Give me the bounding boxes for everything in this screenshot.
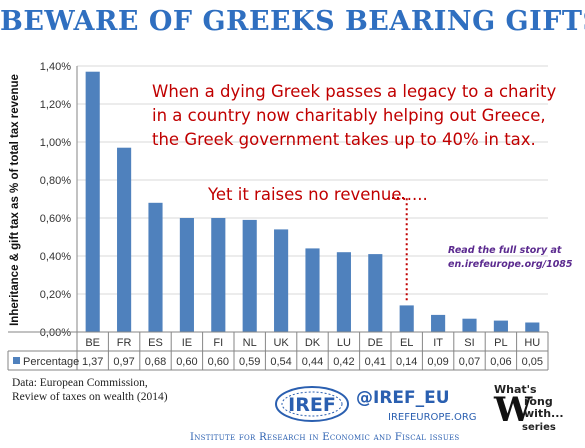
- legend-swatch: [13, 357, 20, 364]
- iref-logo-icon: IREF: [275, 386, 349, 422]
- website-link[interactable]: IREFEUROPE.ORG: [388, 412, 477, 423]
- x-tick-label: IE: [182, 337, 192, 349]
- badge-line: with...: [524, 407, 564, 420]
- x-tick-label: EL: [400, 337, 413, 349]
- y-tick-label: 0,80%: [40, 175, 71, 187]
- story-line: Read the full story at: [448, 245, 562, 256]
- x-tick-label: UK: [273, 337, 289, 349]
- bar: [493, 320, 508, 332]
- logo-text: IREF: [288, 394, 336, 416]
- data-label: 0,14: [396, 356, 417, 368]
- bar: [431, 314, 446, 332]
- data-label: 0,59: [239, 356, 260, 368]
- data-label: 0,06: [490, 356, 511, 368]
- source-line: Review of taxes on wealth (2014): [12, 391, 168, 403]
- main-annotation-line: When a dying Greek passes a legacy to a …: [152, 82, 557, 101]
- y-tick-label: 0,60%: [40, 213, 71, 225]
- bar: [117, 147, 132, 332]
- x-tick-label: LU: [337, 337, 351, 349]
- y-tick-label: 1,00%: [40, 137, 71, 149]
- x-tick-label: BE: [85, 337, 100, 349]
- badge-line: rong: [524, 395, 553, 408]
- x-tick-label: DK: [305, 337, 321, 349]
- data-label: 0,42: [333, 356, 354, 368]
- y-tick-label: 0,20%: [40, 289, 71, 301]
- data-label: 0,09: [427, 356, 448, 368]
- x-tick-label: PL: [494, 337, 507, 349]
- badge-bottom: series: [522, 422, 556, 433]
- x-tick-label: NL: [243, 337, 257, 349]
- data-label: 1,37: [82, 356, 103, 368]
- data-label: 0,97: [113, 356, 134, 368]
- data-label: 0,07: [459, 356, 480, 368]
- data-label: 0,60: [176, 356, 197, 368]
- bar: [242, 219, 257, 332]
- story-url[interactable]: en.irefeurope.org/1085: [448, 259, 573, 270]
- bar: [148, 202, 163, 332]
- data-label: 0,60: [208, 356, 229, 368]
- revenue-annotation: Yet it raises no revenue.....: [208, 185, 428, 204]
- twitter-handle[interactable]: @IREF_EU: [356, 388, 450, 408]
- page-title: BEWARE OF GREEKS BEARING GIFTS: [0, 6, 585, 37]
- bar: [211, 218, 226, 332]
- y-tick-label: 0,00%: [40, 327, 71, 339]
- x-tick-label: ES: [148, 337, 163, 349]
- badge-w: W: [494, 390, 533, 430]
- badge-top: What's: [494, 383, 537, 396]
- data-label: 0,44: [302, 356, 323, 368]
- source-line: Data: European Commission,: [12, 377, 148, 389]
- main-annotation-line: the Greek government takes up to 40% in …: [152, 130, 536, 149]
- y-axis-label: Inheritance & gift tax as % of total tax…: [9, 74, 21, 326]
- data-label: 0,54: [270, 356, 291, 368]
- x-tick-label: DE: [368, 337, 383, 349]
- x-tick-label: SI: [464, 337, 474, 349]
- x-tick-label: FI: [213, 337, 223, 349]
- legend-label: Percentage: [23, 356, 79, 368]
- bar: [274, 229, 289, 332]
- bar: [399, 305, 414, 332]
- bar: [179, 218, 194, 332]
- x-tick-label: IT: [433, 337, 443, 349]
- story-link[interactable]: Read the full story at en.irefeurope.org…: [448, 244, 573, 272]
- y-tick-label: 1,20%: [40, 99, 71, 111]
- data-source: Data: European Commission, Review of tax…: [12, 376, 168, 404]
- bar: [336, 252, 351, 332]
- institute-name: Institute for Research in Economic and F…: [190, 432, 460, 443]
- main-annotation: When a dying Greek passes a legacy to a …: [152, 80, 556, 152]
- bar: [368, 254, 383, 332]
- x-tick-label: HU: [524, 337, 540, 349]
- data-label: 0,41: [365, 356, 386, 368]
- data-label: 0,68: [145, 356, 166, 368]
- annotation-connector: [392, 197, 408, 302]
- y-tick-label: 0,40%: [40, 251, 71, 263]
- bar: [525, 322, 540, 332]
- main-annotation-line: in a country now charitably helping out …: [152, 106, 546, 125]
- y-tick-label: 1,40%: [40, 61, 71, 73]
- bar: [462, 318, 477, 332]
- bar: [85, 71, 100, 332]
- x-tick-label: FR: [117, 337, 132, 349]
- whats-wrong-badge: What's W rong with... series: [494, 384, 580, 442]
- data-label: 0,05: [522, 356, 543, 368]
- bar: [305, 248, 320, 332]
